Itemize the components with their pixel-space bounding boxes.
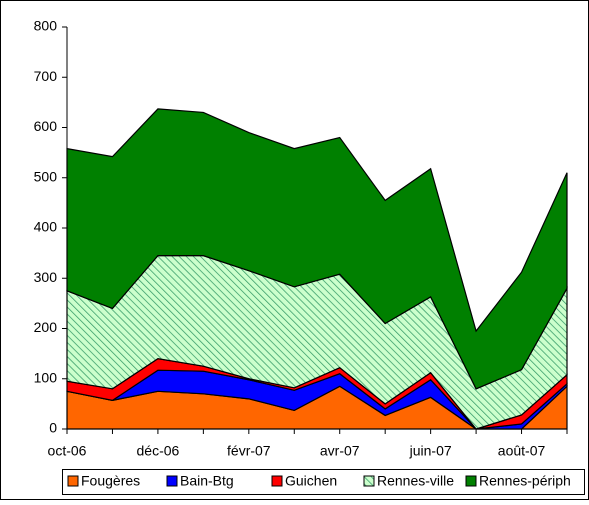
legend-label: Fougères: [81, 473, 140, 489]
legend-label: Rennes-ville: [377, 473, 454, 489]
legend-box: [62, 469, 585, 495]
y-tick-label: 200: [34, 319, 58, 335]
legend-swatch: [465, 475, 477, 487]
legend-swatch: [271, 475, 283, 487]
legend-swatch: [166, 475, 178, 487]
y-tick-label: 500: [34, 168, 58, 184]
x-tick-label: juin-07: [409, 443, 452, 459]
legend-label: Rennes-périph: [479, 473, 571, 489]
x-tick-label: févr-07: [227, 443, 271, 459]
y-tick-label: 100: [34, 369, 58, 385]
legend-label: Guichen: [285, 473, 337, 489]
y-tick-label: 300: [34, 269, 58, 285]
y-tick-label: 400: [34, 219, 58, 235]
x-tick-label: avr-07: [320, 443, 360, 459]
y-tick-label: 600: [34, 118, 58, 134]
y-tick-label: 800: [34, 18, 58, 34]
x-tick-label: août-07: [498, 443, 546, 459]
y-tick-label: 0: [49, 420, 57, 436]
legend-swatch: [67, 475, 79, 487]
area: [66, 108, 568, 390]
legend-label: Bain-Btg: [180, 473, 234, 489]
y-tick-label: 700: [34, 68, 58, 84]
x-tick-label: oct-06: [48, 443, 87, 459]
legend-swatch: [363, 475, 375, 487]
x-tick-label: déc-06: [137, 443, 180, 459]
